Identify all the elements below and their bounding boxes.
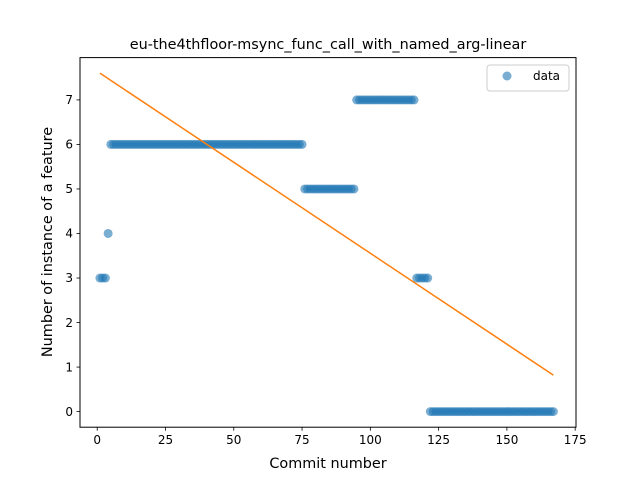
legend-marker-data	[502, 71, 512, 81]
plot-area	[95, 72, 558, 417]
data-point	[297, 139, 307, 149]
y-tick-label: 4	[65, 227, 73, 241]
x-axis: 0 25 50 75 100 125 150 175	[93, 427, 587, 447]
y-tick-label: 7	[65, 93, 73, 107]
x-tick-label: 100	[359, 433, 382, 447]
data-point	[423, 273, 433, 283]
y-tick-label: 2	[65, 316, 73, 330]
legend-box	[486, 64, 570, 92]
legend: data	[486, 64, 570, 92]
y-tick-label: 1	[65, 360, 73, 374]
y-axis-label: Number of instance of a feature	[40, 127, 56, 357]
chart-title: eu-the4thfloor-msync_func_call_with_name…	[130, 37, 527, 53]
y-tick-label: 3	[65, 271, 73, 285]
data-point	[548, 407, 558, 417]
y-axis: 0 1 2 3 4 5 6 7	[65, 93, 80, 419]
data-point	[409, 95, 419, 105]
x-tick-label: 25	[158, 433, 173, 447]
fit-line	[99, 72, 554, 376]
y-tick-label: 5	[65, 182, 73, 196]
x-tick-label: 0	[93, 433, 101, 447]
y-tick-label: 6	[65, 138, 73, 152]
x-tick-label: 125	[427, 433, 450, 447]
y-tick-label: 0	[65, 405, 73, 419]
data-point	[103, 228, 113, 238]
x-tick-label: 175	[564, 433, 587, 447]
data-point	[349, 184, 359, 194]
plot-frame	[79, 57, 577, 428]
x-tick-label: 150	[495, 433, 518, 447]
data-point	[100, 273, 110, 283]
x-tick-label: 50	[226, 433, 241, 447]
x-tick-label: 75	[294, 433, 309, 447]
legend-label-data: data	[533, 69, 560, 83]
x-axis-label: Commit number	[269, 456, 386, 472]
